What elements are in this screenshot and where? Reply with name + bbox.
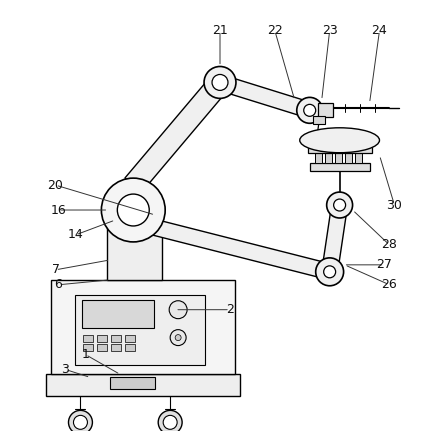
Text: 14: 14 — [68, 229, 83, 241]
Polygon shape — [218, 75, 312, 118]
Bar — [110, 378, 155, 389]
Text: 7: 7 — [51, 264, 59, 276]
Circle shape — [117, 194, 149, 226]
Text: 28: 28 — [381, 238, 397, 251]
Bar — [97, 343, 107, 350]
Bar — [51, 280, 235, 375]
Circle shape — [304, 105, 316, 116]
Circle shape — [101, 178, 165, 242]
Circle shape — [74, 415, 87, 429]
Bar — [83, 335, 93, 342]
Bar — [315, 148, 322, 163]
Circle shape — [169, 301, 187, 319]
Bar — [318, 103, 333, 118]
Circle shape — [170, 330, 186, 346]
Bar — [310, 163, 369, 171]
Text: 20: 20 — [47, 178, 63, 192]
Text: 30: 30 — [386, 199, 402, 212]
Polygon shape — [125, 75, 229, 192]
Text: 26: 26 — [381, 278, 397, 291]
Circle shape — [69, 410, 93, 432]
Polygon shape — [322, 204, 347, 273]
Circle shape — [324, 266, 336, 278]
Text: 27: 27 — [377, 258, 392, 271]
Bar — [46, 375, 240, 397]
Circle shape — [334, 199, 346, 211]
Bar — [107, 215, 162, 280]
Circle shape — [175, 335, 181, 340]
Bar — [111, 343, 121, 350]
Ellipse shape — [300, 128, 380, 152]
Bar — [83, 343, 93, 350]
Circle shape — [163, 415, 177, 429]
Bar — [313, 116, 325, 124]
Bar — [97, 335, 107, 342]
Bar — [325, 148, 332, 163]
Bar — [125, 343, 135, 350]
Bar — [345, 148, 352, 163]
Text: 3: 3 — [62, 363, 70, 376]
Text: 22: 22 — [267, 24, 283, 37]
Bar — [75, 295, 205, 365]
Polygon shape — [143, 217, 332, 280]
Text: 1: 1 — [82, 348, 89, 361]
Text: 24: 24 — [372, 24, 387, 37]
Bar — [308, 145, 372, 153]
Text: 21: 21 — [212, 24, 228, 37]
Circle shape — [316, 258, 344, 286]
Text: 16: 16 — [51, 203, 66, 216]
Bar — [354, 148, 361, 163]
Text: 6: 6 — [54, 278, 62, 291]
Bar — [334, 148, 342, 163]
Circle shape — [326, 192, 353, 218]
Circle shape — [297, 97, 323, 123]
Circle shape — [158, 410, 182, 432]
Bar — [82, 300, 154, 327]
Text: 23: 23 — [322, 24, 338, 37]
Circle shape — [212, 74, 228, 90]
Text: 2: 2 — [226, 303, 234, 316]
Bar — [111, 335, 121, 342]
Bar — [125, 335, 135, 342]
Circle shape — [204, 67, 236, 98]
